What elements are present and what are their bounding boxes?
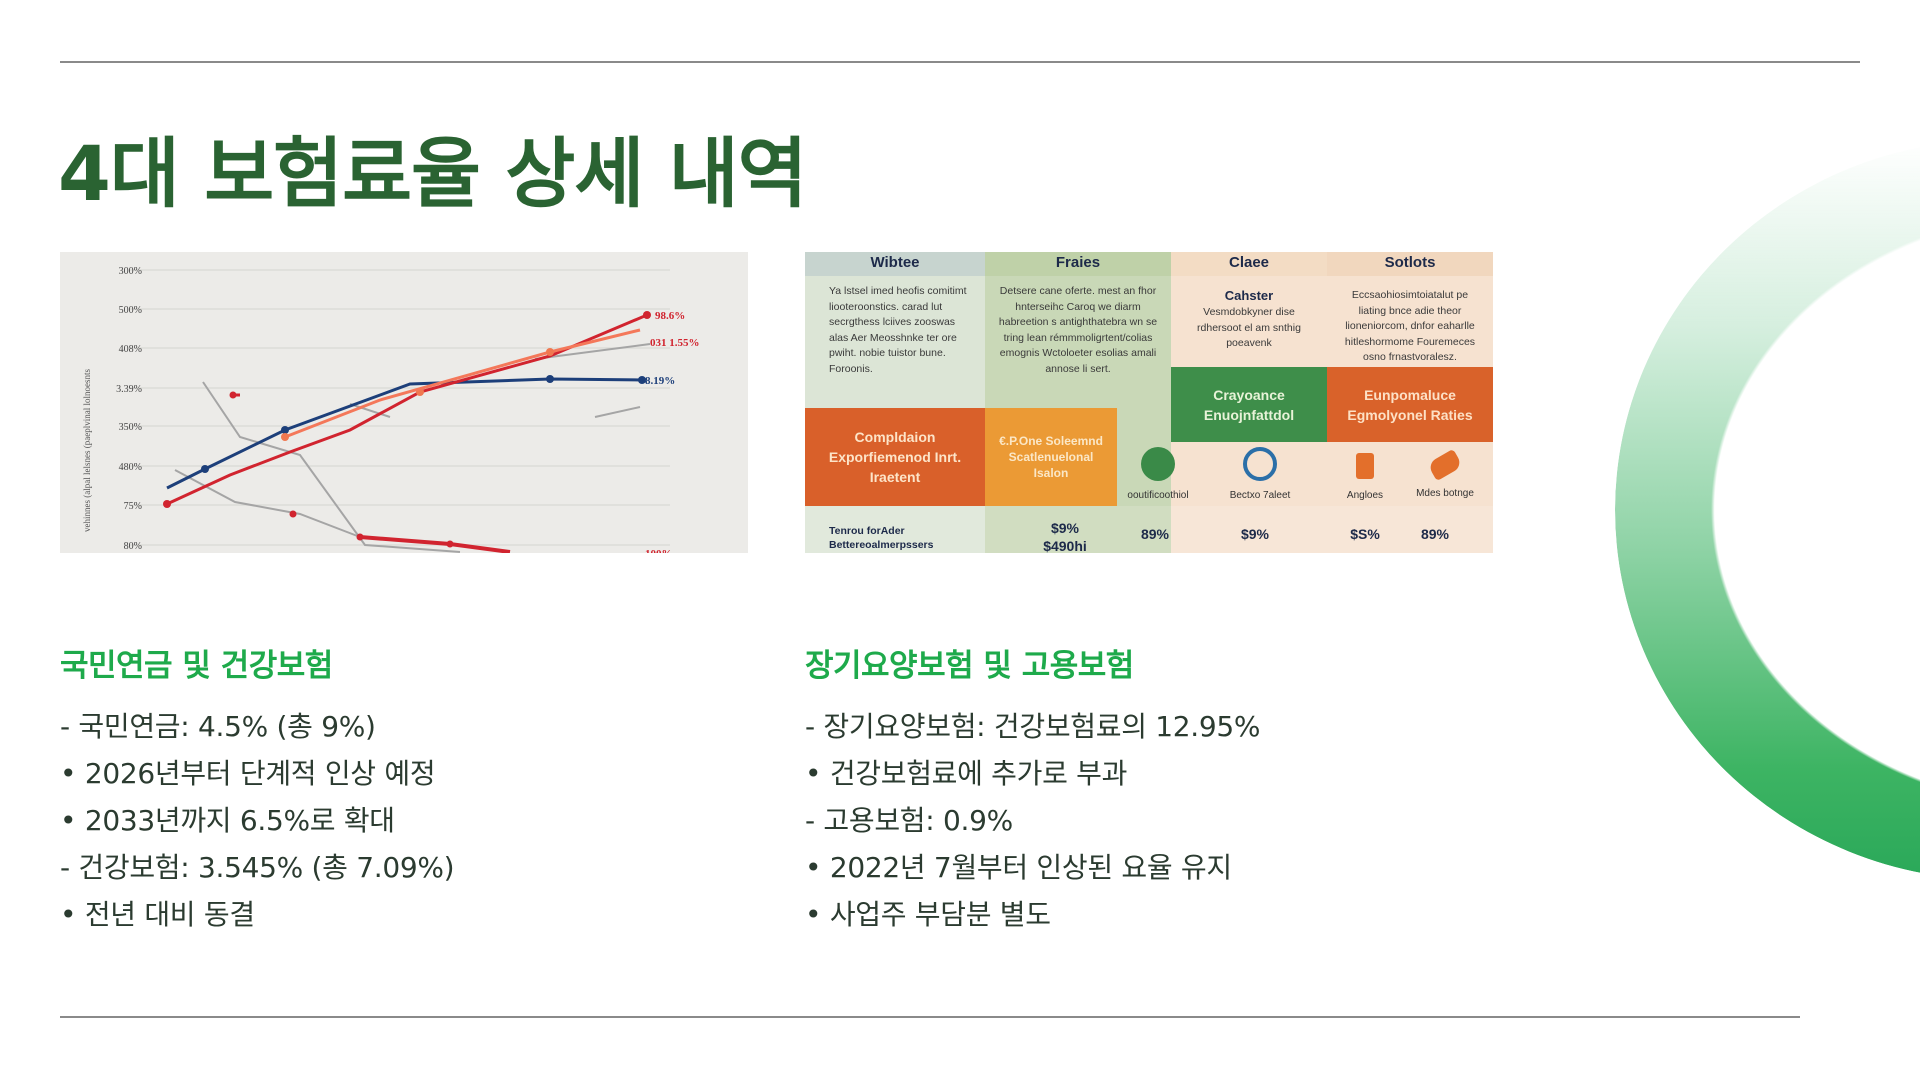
- icon-cell-2: Bectxo 7aleet: [1205, 447, 1315, 507]
- band-2: €.P.One Soleemnd Scatlenuelonal Isalon: [985, 408, 1117, 506]
- row-label: Tenrou forAder Bettereoalmerpssers: [829, 525, 934, 551]
- bottom-row-bg: [805, 506, 1493, 553]
- infographic-table-image: Wibtee Fraies Claee Sotlots Ya lstsel im…: [805, 252, 1493, 553]
- section-heading: 장기요양보험 및 고용보험: [805, 648, 1134, 684]
- table-paragraph-3: Vesmdobkyner dise rdhersoot el am snthig…: [1197, 306, 1301, 349]
- svg-text:98.6%: 98.6%: [655, 310, 685, 322]
- list-item: - 장기요양보험: 건강보험료의 12.95%: [805, 710, 1261, 743]
- table-paragraph-1: Ya lstsel imed heofis comitimt liooteroo…: [829, 285, 967, 375]
- value-2: $490hi: [1043, 538, 1087, 553]
- svg-text:408%: 408%: [119, 344, 142, 355]
- band-1: Compldaion Exporfiemenod Inrt. Iraetent: [805, 408, 985, 506]
- decorative-ring: [1615, 140, 1920, 880]
- list-item: • 건강보험료에 추가로 부과: [805, 757, 1128, 790]
- bottom-divider: [60, 1016, 1800, 1018]
- page-title: 4대 보험료율 상세 내역: [58, 129, 808, 218]
- list-item: • 2022년 7월부터 인상된 요율 유지: [805, 851, 1232, 884]
- svg-text:350%: 350%: [119, 422, 142, 433]
- line-chart-image: Goup al lreestmen 300% 500% 408% 3.39% 3…: [60, 252, 748, 553]
- table-header-1: Wibtee: [805, 252, 985, 276]
- svg-text:80%: 80%: [124, 541, 142, 552]
- value-1: $9%: [1050, 520, 1080, 536]
- value-3: 89%: [1140, 526, 1170, 542]
- section-ltc-employment: 장기요양보험 및 고용보험 - 장기요양보험: 건강보험료의 12.95% • …: [805, 640, 1261, 938]
- list-item: • 사업주 부담분 별도: [805, 898, 1051, 931]
- table-paragraph-2: Detsere cane oferte. mest an fhor hnters…: [998, 285, 1158, 375]
- list-item: - 건강보험: 3.545% (총 7.09%): [60, 851, 455, 884]
- svg-text:300%: 300%: [119, 266, 142, 277]
- svg-text:3.39%: 3.39%: [116, 384, 142, 395]
- list-item: - 국민연금: 4.5% (총 9%): [60, 710, 376, 743]
- section-pension-health: 국민연금 및 건강보험 - 국민연금: 4.5% (총 9%) • 2026년부…: [60, 640, 455, 938]
- list-item: • 2033년까지 6.5%로 확대: [60, 804, 395, 837]
- table-header-3: Claee: [1171, 252, 1327, 276]
- line-chart-graphic: Goup al lreestmen 300% 500% 408% 3.39% 3…: [82, 266, 700, 553]
- list-item: • 전년 대비 동결: [60, 898, 255, 931]
- recycle-icon: [1141, 447, 1175, 481]
- bag-icon: [1356, 453, 1374, 479]
- svg-text:8.19%: 8.19%: [645, 375, 675, 387]
- table-header-4: Sotlots: [1327, 252, 1493, 276]
- table-paragraph-4: Eccsaohiosimtoiatalut pe liating bnce ad…: [1344, 289, 1476, 363]
- value-5: $S%: [1350, 526, 1380, 542]
- table-header-2: Fraies: [985, 252, 1171, 276]
- list-item: • 2026년부터 단계적 인상 예정: [60, 757, 436, 790]
- value-4: $9%: [1240, 526, 1270, 542]
- svg-text:vehinnes (alpal lelsnes (paepl: vehinnes (alpal lelsnes (paeplvinal loln…: [82, 369, 92, 532]
- band-4: Eunpomaluce Egmolyonel Raties: [1327, 367, 1493, 442]
- icon-cell-1: ooutificoothiol: [1117, 447, 1199, 507]
- icon-cell-3: Angloes: [1335, 447, 1395, 507]
- svg-text:100%: 100%: [645, 548, 673, 553]
- list-item: - 고용보험: 0.9%: [805, 804, 1013, 837]
- section-heading: 국민연금 및 건강보험: [60, 648, 333, 684]
- top-divider: [60, 61, 1860, 63]
- band-3: Crayoance Enuojnfattdol: [1171, 367, 1327, 442]
- svg-text:75%: 75%: [124, 501, 142, 512]
- handshake-icon: [1427, 448, 1463, 482]
- svg-text:500%: 500%: [119, 305, 142, 316]
- no-sign-icon: [1243, 447, 1277, 481]
- svg-text:031 1.55%: 031 1.55%: [650, 337, 700, 349]
- cell-subheader: Cahster: [1224, 288, 1274, 303]
- value-6: 89%: [1420, 526, 1450, 542]
- svg-text:480%: 480%: [119, 462, 142, 473]
- icon-cell-4: Mdes botnge: [1401, 447, 1489, 507]
- table-cell-claee: Cahster Vesmdobkyner dise rdhersoot el a…: [1171, 278, 1327, 394]
